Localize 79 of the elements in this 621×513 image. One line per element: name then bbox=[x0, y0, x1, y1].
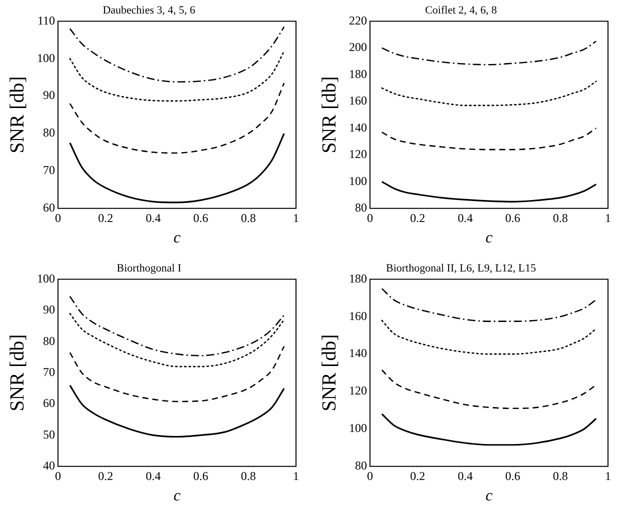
x-axis-title: c bbox=[173, 230, 181, 247]
y-tick-label: 80 bbox=[355, 200, 367, 215]
line-series bbox=[381, 180, 597, 203]
line-series bbox=[69, 312, 285, 368]
y-tick-label: 40 bbox=[43, 458, 55, 473]
x-tick-label: 0.8 bbox=[552, 210, 568, 225]
x-tick-label: 0.4 bbox=[146, 210, 161, 225]
y-tick-label: 80 bbox=[43, 126, 55, 140]
x-tick-label: 0.4 bbox=[146, 468, 161, 483]
y-tick-label: 100 bbox=[349, 174, 367, 188]
x-tick-label: 0.2 bbox=[410, 468, 426, 483]
y-tick-label: 60 bbox=[43, 200, 55, 215]
x-tick-label: 1 bbox=[293, 210, 299, 225]
y-tick-label: 80 bbox=[355, 458, 367, 473]
y-tick-label: 160 bbox=[349, 308, 367, 323]
x-tick-label: 0 bbox=[55, 210, 61, 225]
y-tick-label: 180 bbox=[349, 271, 367, 286]
chart-title: Biorthogonal II, L6, L9, L12, L15 bbox=[386, 262, 536, 274]
y-tick-label: 90 bbox=[43, 88, 55, 102]
line-series bbox=[69, 296, 285, 356]
x-tick-label: 0.6 bbox=[505, 468, 520, 483]
x-axis-title: c bbox=[485, 488, 493, 505]
y-tick-label: 100 bbox=[349, 421, 367, 436]
y-tick-label: 80 bbox=[43, 334, 55, 348]
line-series bbox=[381, 40, 597, 66]
x-tick-label: 0.8 bbox=[240, 210, 256, 225]
x-tick-label: 0 bbox=[367, 468, 373, 483]
y-tick-label: 70 bbox=[43, 163, 55, 178]
y-tick-label: 120 bbox=[349, 147, 367, 162]
x-tick-label: 0.4 bbox=[458, 468, 473, 483]
y-axis-title: SNR [db] bbox=[318, 76, 340, 154]
x-tick-label: 0.6 bbox=[505, 210, 520, 225]
y-tick-label: 200 bbox=[349, 40, 367, 54]
y-axis-title: SNR [db] bbox=[6, 76, 28, 154]
y-tick-label: 160 bbox=[349, 94, 367, 108]
line-series bbox=[69, 50, 285, 102]
x-tick-label: 0.2 bbox=[410, 210, 426, 225]
x-tick-label: 0.8 bbox=[240, 468, 256, 483]
x-tick-label: 1 bbox=[605, 210, 611, 225]
x-tick-label: 1 bbox=[293, 468, 299, 483]
x-tick-label: 0.6 bbox=[193, 468, 208, 483]
chart-title: Biorthogonal I bbox=[116, 262, 182, 274]
chart-title: Coiflet 2, 4, 6, 8 bbox=[425, 4, 498, 16]
y-tick-label: 110 bbox=[37, 13, 55, 28]
line-series bbox=[381, 80, 597, 106]
y-tick-label: 140 bbox=[349, 120, 367, 134]
y-tick-label: 180 bbox=[349, 66, 367, 81]
x-tick-label: 0.4 bbox=[458, 210, 473, 225]
y-tick-label: 60 bbox=[43, 396, 55, 410]
line-series bbox=[69, 384, 285, 438]
line-series bbox=[381, 288, 597, 322]
y-tick-label: 90 bbox=[43, 302, 55, 317]
line-series bbox=[69, 26, 285, 83]
line-series bbox=[381, 320, 597, 355]
x-axis-title: c bbox=[173, 488, 181, 505]
y-tick-label: 120 bbox=[349, 384, 367, 398]
y-axis-title: SNR [db] bbox=[318, 334, 340, 412]
line-series bbox=[69, 132, 285, 204]
y-tick-label: 100 bbox=[37, 50, 55, 65]
x-tick-label: 0 bbox=[55, 468, 61, 483]
y-tick-label: 50 bbox=[43, 427, 55, 442]
line-series bbox=[381, 369, 597, 410]
y-axis-title: SNR [db] bbox=[6, 334, 28, 412]
y-tick-label: 70 bbox=[43, 364, 55, 379]
y-tick-label: 100 bbox=[37, 271, 55, 286]
x-tick-label: 0.2 bbox=[98, 468, 114, 483]
y-tick-label: 220 bbox=[349, 13, 367, 28]
x-tick-label: 0.2 bbox=[98, 210, 114, 225]
x-axis-title: c bbox=[485, 230, 493, 247]
chart-title: Daubechies 3, 4, 5, 6 bbox=[102, 4, 196, 16]
x-tick-label: 0.6 bbox=[193, 210, 208, 225]
x-tick-label: 0.8 bbox=[552, 468, 568, 483]
x-tick-label: 1 bbox=[605, 468, 611, 483]
line-series bbox=[381, 413, 597, 446]
x-tick-label: 0 bbox=[367, 210, 373, 225]
line-series bbox=[69, 82, 285, 154]
line-series bbox=[69, 346, 285, 402]
line-series bbox=[381, 128, 597, 150]
y-tick-label: 140 bbox=[349, 346, 367, 360]
